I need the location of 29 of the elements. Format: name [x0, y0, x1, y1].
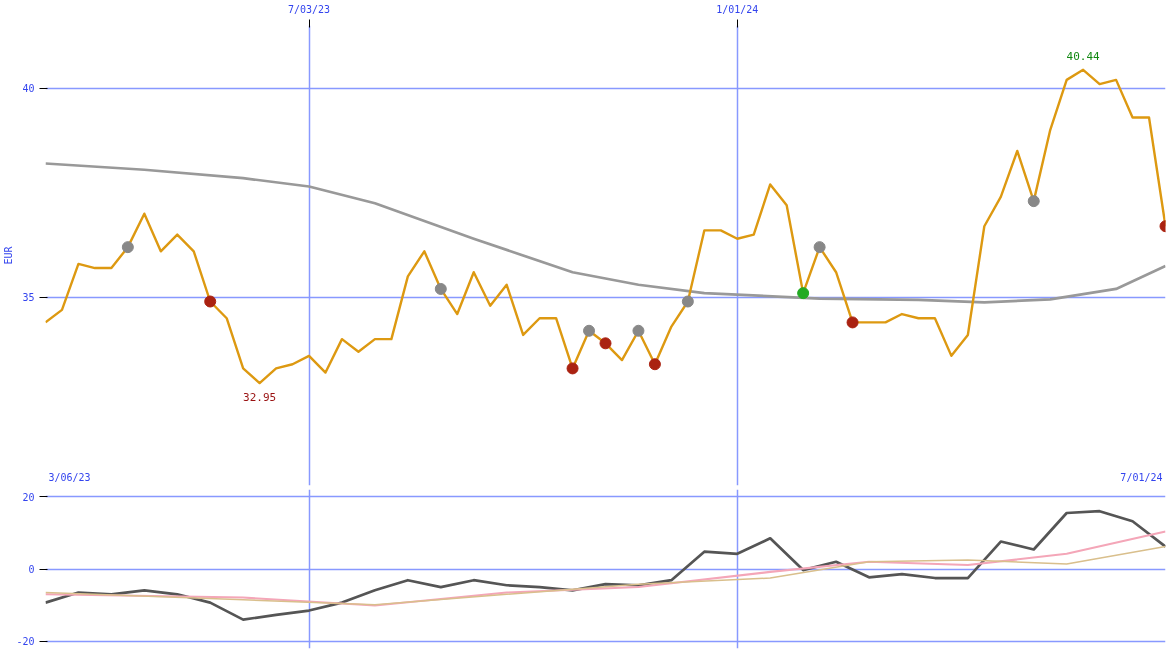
y-tick-label: 35: [22, 292, 35, 304]
y-tick-label: -20: [16, 636, 35, 648]
point: [599, 337, 612, 350]
annotation: 40.44: [1066, 49, 1101, 63]
annotation: 3/06/23: [48, 471, 91, 483]
point: [797, 287, 810, 300]
point: [204, 295, 217, 308]
point: [846, 316, 859, 329]
y-tick-label: 40: [22, 83, 35, 95]
point: [121, 241, 134, 254]
annotation: 32.95: [243, 391, 277, 405]
point: [434, 282, 447, 295]
x-tick-label: 1/01/24: [716, 3, 759, 15]
line-series: [45, 545, 1166, 606]
point: [681, 295, 694, 308]
point: [813, 241, 826, 254]
point: [632, 324, 645, 337]
y-tick-label: 0: [28, 564, 35, 575]
point: [566, 362, 579, 375]
point: [583, 324, 596, 337]
line-series: [45, 68, 1166, 385]
y-tick-label: 20: [22, 491, 35, 503]
point: [648, 358, 661, 371]
line-series: [45, 162, 1166, 304]
point: [1027, 195, 1040, 208]
line-series: [45, 530, 1166, 607]
y-axis-title: EUR: [3, 245, 15, 265]
annotation: 7/01/24: [1120, 471, 1163, 483]
x-tick-label: 7/03/23: [287, 3, 331, 15]
